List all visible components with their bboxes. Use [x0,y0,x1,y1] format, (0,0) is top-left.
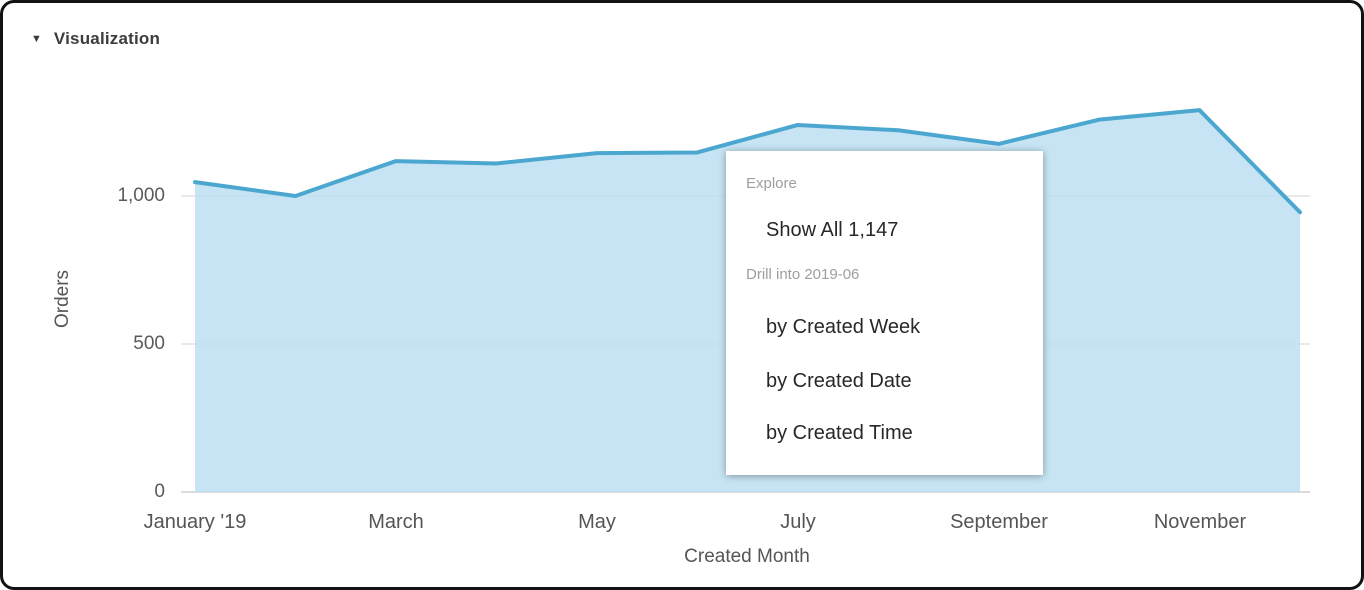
menu-item-by-created-time[interactable]: by Created Time [766,422,913,444]
x-axis-title: Created Month [684,546,810,567]
drill-context-menu: Explore Show All 1,147 Drill into 2019-0… [726,151,1043,475]
menu-section-header-explore: Explore [746,175,797,192]
x-tick-july: July [780,511,816,533]
collapse-triangle-icon[interactable]: ▼ [31,32,42,45]
menu-item-by-created-date[interactable]: by Created Date [766,370,912,392]
panel-title: Visualization [53,29,161,48]
x-tick-may: May [578,511,616,533]
menu-section-header-drill-into: Drill into 2019-06 [746,266,860,283]
y-tick-500: 500 [133,333,165,354]
x-tick-march: March [368,511,424,533]
y-axis-title: Orders [52,269,73,329]
orders-area-chart[interactable] [3,3,1364,590]
x-tick-september: September [950,511,1048,533]
menu-item-show-all[interactable]: Show All 1,147 [766,219,899,241]
x-tick-january-19: January '19 [143,511,247,533]
y-tick-1000: 1,000 [117,185,165,206]
y-tick-0: 0 [154,481,165,502]
x-tick-november: November [1153,511,1247,533]
menu-item-by-created-week[interactable]: by Created Week [766,316,921,338]
panel-header: ▼ Visualization [31,29,160,49]
